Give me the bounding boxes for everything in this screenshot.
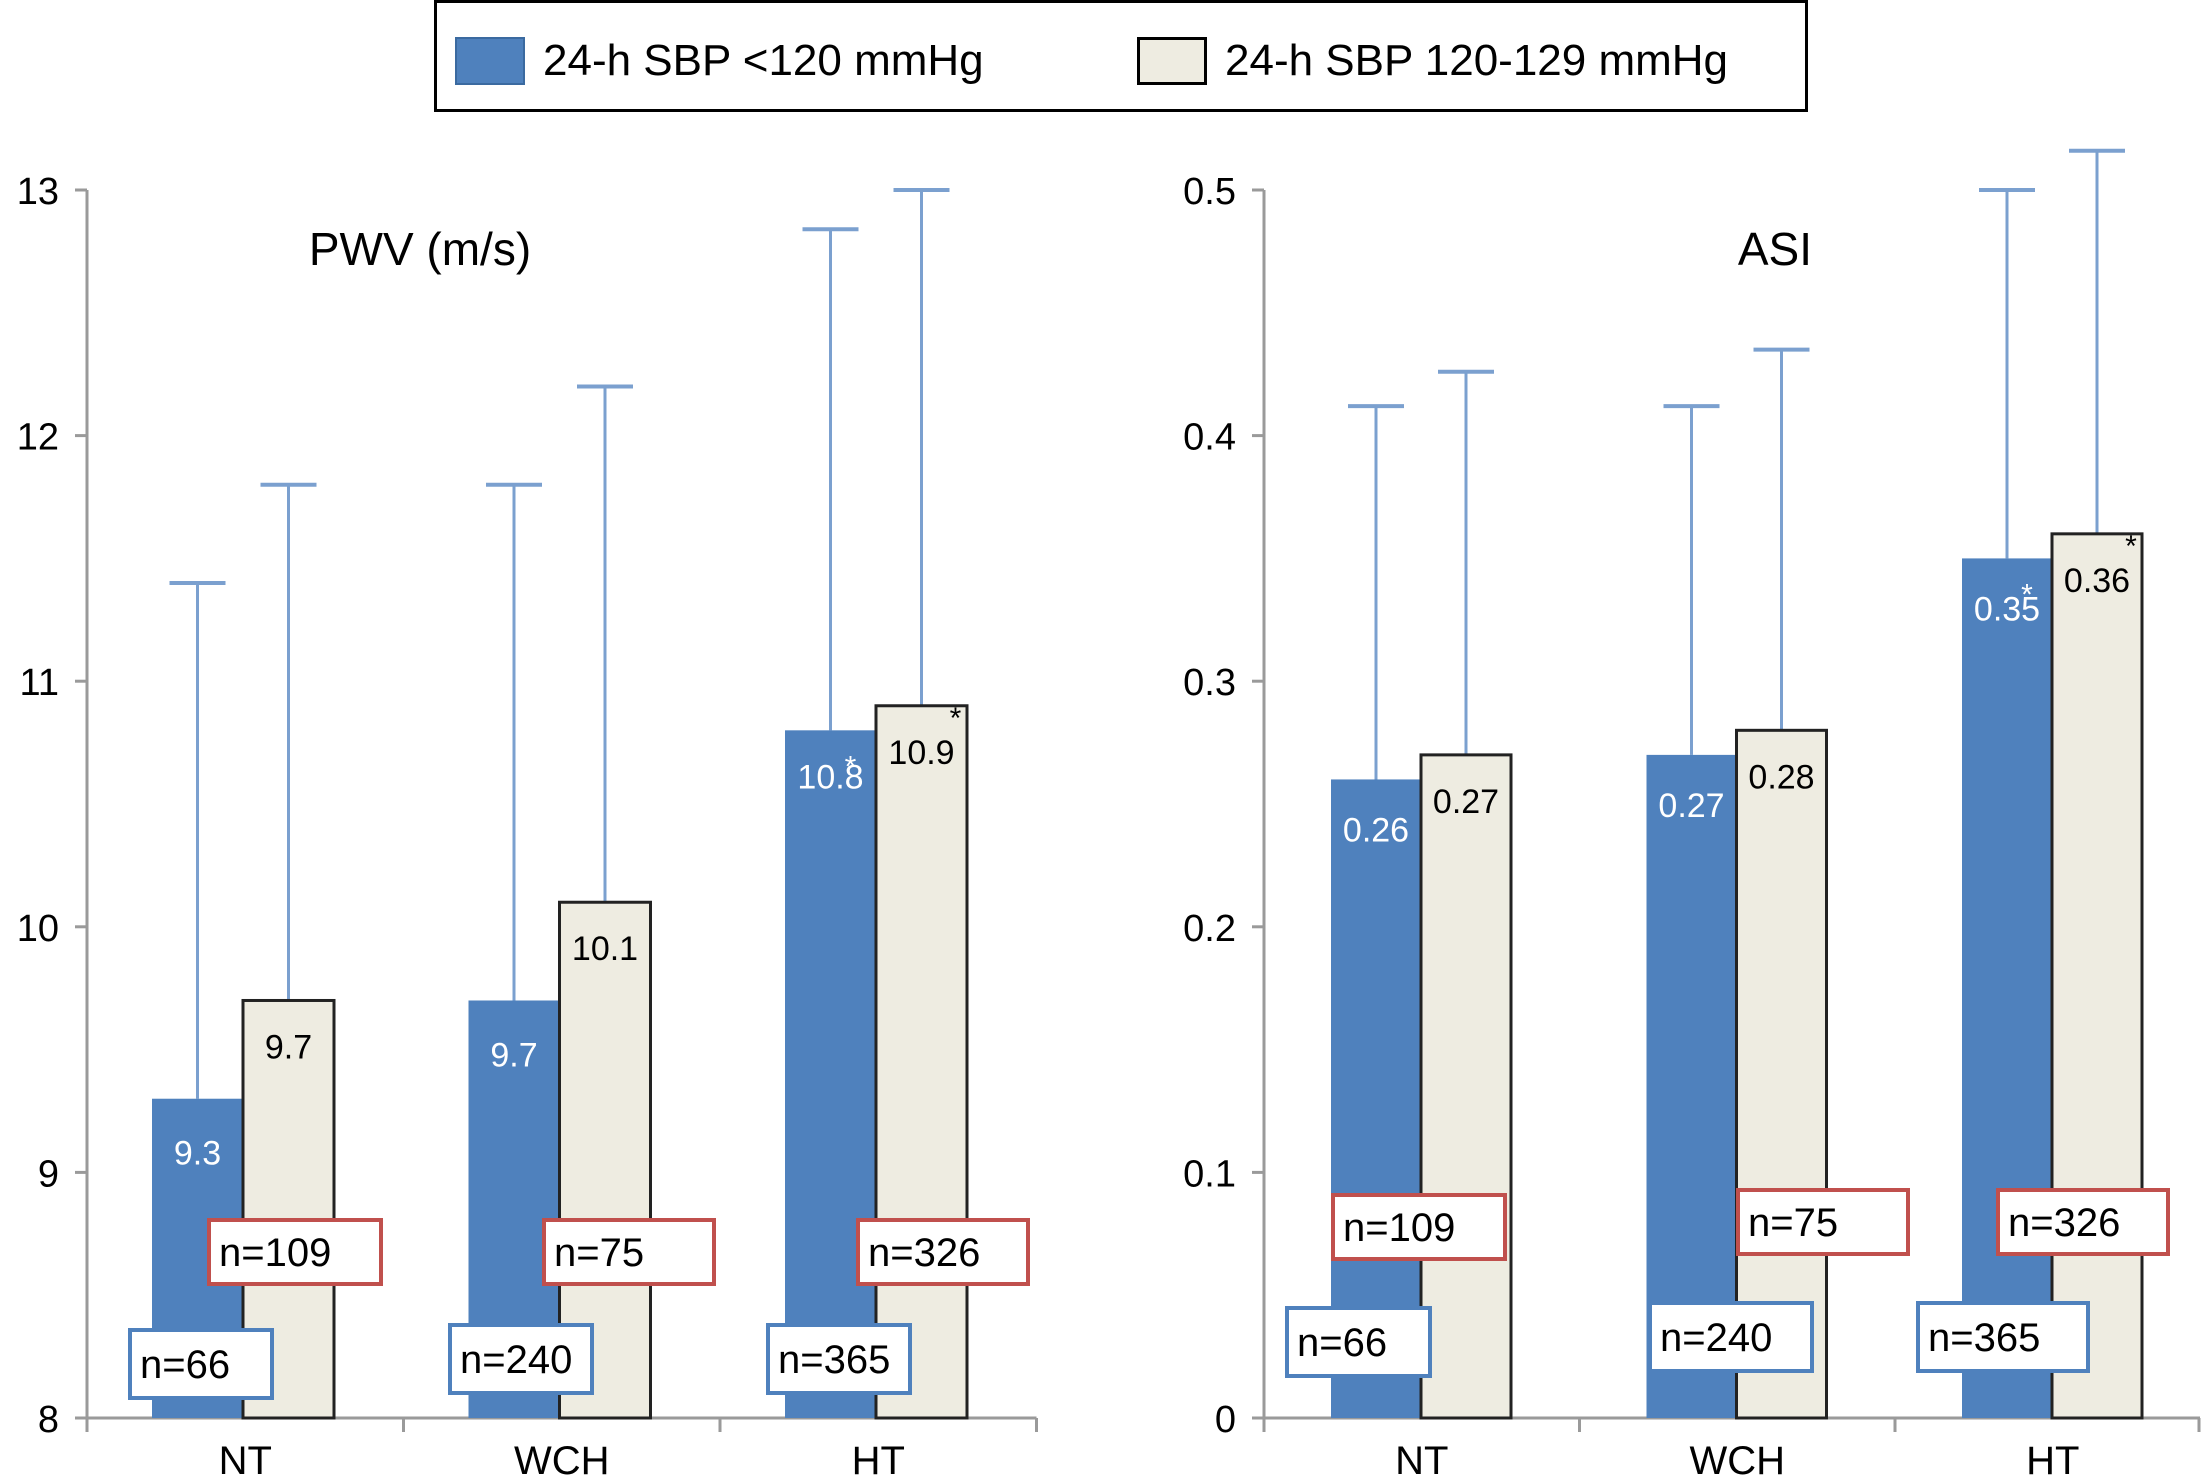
chart-pwv: 8 9 10 11 12 13 PWV (m/s) NT 9.3 9.7 WCH 9.7 10.1 HT 1… — [17, 171, 1038, 1479]
n-box-120-129 — [207, 1218, 383, 1286]
n-box-below-120 — [1916, 1301, 2090, 1373]
n-label: n=66 — [1297, 1321, 1387, 1365]
n-label: n=365 — [778, 1338, 890, 1382]
bar-below-120 — [1962, 558, 2052, 1418]
bar-value-label: 0.26 — [1343, 811, 1409, 849]
bar-value-label: 10.8 — [797, 758, 863, 796]
n-label: n=365 — [1928, 1316, 2040, 1360]
n-box-below-120 — [766, 1323, 912, 1395]
chart-asi: 0 0.1 0.2 0.3 0.4 0.5 ASI NT 0.26 0.27 WCH 0.27 0.28… — [1183, 148, 2201, 1479]
n-box-120-129 — [542, 1218, 716, 1286]
y-tick-label: 13 — [17, 171, 59, 213]
bar-value-label: 10.9 — [888, 734, 954, 772]
legend-item-below-120: 24-h SBP <120 mmHg — [455, 33, 984, 89]
y-tick-label: 0.2 — [1183, 908, 1236, 950]
x-category-label: HT — [852, 1439, 905, 1479]
n-label: n=75 — [1748, 1201, 1838, 1245]
n-label: n=109 — [1343, 1206, 1455, 1250]
bar-value-label: 0.27 — [1433, 783, 1499, 821]
significance-marker: * — [2021, 578, 2033, 611]
n-label: n=326 — [2008, 1201, 2120, 1245]
n-box-120-129 — [1736, 1188, 1910, 1256]
significance-marker: * — [845, 750, 857, 783]
x-category-label: NT — [1395, 1439, 1448, 1479]
significance-marker: * — [950, 702, 962, 735]
legend-swatch-beige — [1137, 37, 1207, 85]
n-box-below-120 — [1285, 1306, 1432, 1378]
bar-value-label: 9.7 — [265, 1028, 312, 1066]
x-category-label: HT — [2026, 1439, 2079, 1479]
y-tick-label: 0.1 — [1183, 1153, 1236, 1195]
chart-title: PWV (m/s) — [309, 223, 531, 275]
n-box-below-120 — [1648, 1301, 1814, 1373]
n-box-below-120 — [448, 1323, 594, 1395]
bar-120-129 — [874, 704, 969, 1420]
bar-value-label: 9.7 — [490, 1036, 537, 1074]
y-tick-label: 9 — [38, 1153, 59, 1195]
legend-label: 24-h SBP 120-129 mmHg — [1225, 36, 1729, 85]
y-tick-label: 12 — [17, 417, 59, 459]
bar-value-label: 0.36 — [2064, 562, 2130, 600]
legend-label: 24-h SBP <120 mmHg — [543, 36, 984, 85]
bar-below-120 — [785, 730, 876, 1418]
y-tick-label: 0.4 — [1183, 417, 1236, 459]
y-tick-label: 11 — [20, 662, 59, 704]
legend: 24-h SBP <120 mmHg 24-h SBP 120-129 mmHg — [434, 0, 1808, 112]
bar-value-label: 9.3 — [174, 1135, 221, 1173]
n-label: n=66 — [140, 1343, 230, 1387]
bar-value-label: 0.27 — [1658, 787, 1724, 825]
y-tick-label: 0.3 — [1183, 662, 1236, 704]
chart-title: ASI — [1738, 223, 1812, 275]
bar-120-129 — [1419, 753, 1513, 1420]
y-tick-label: 0 — [1215, 1399, 1236, 1441]
n-label: n=75 — [554, 1231, 644, 1275]
bar-120-129 — [2050, 532, 2144, 1420]
y-tick-label: 10 — [17, 908, 59, 950]
x-category-label: NT — [219, 1439, 272, 1479]
n-box-120-129 — [856, 1218, 1030, 1286]
bar-value-label: 0.35 — [1974, 590, 2040, 628]
n-label: n=326 — [868, 1231, 980, 1275]
n-box-120-129 — [1996, 1188, 2170, 1256]
bar-value-label: 10.1 — [572, 930, 638, 968]
n-label: n=240 — [460, 1338, 572, 1382]
x-category-label: WCH — [1689, 1439, 1785, 1479]
n-label: n=109 — [219, 1231, 331, 1275]
y-tick-label: 0.5 — [1183, 171, 1236, 213]
legend-item-120-129: 24-h SBP 120-129 mmHg — [1137, 33, 1728, 89]
n-label: n=240 — [1660, 1316, 1772, 1360]
significance-marker: * — [2125, 530, 2137, 563]
x-category-label: WCH — [514, 1439, 610, 1479]
y-tick-label: 8 — [38, 1399, 59, 1441]
legend-swatch-blue — [455, 37, 525, 85]
n-box-below-120 — [128, 1328, 274, 1400]
bar-value-label: 0.28 — [1748, 758, 1814, 796]
n-box-120-129 — [1331, 1193, 1507, 1261]
